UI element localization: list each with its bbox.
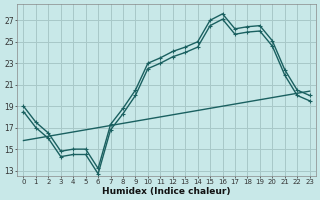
X-axis label: Humidex (Indice chaleur): Humidex (Indice chaleur) bbox=[102, 187, 231, 196]
